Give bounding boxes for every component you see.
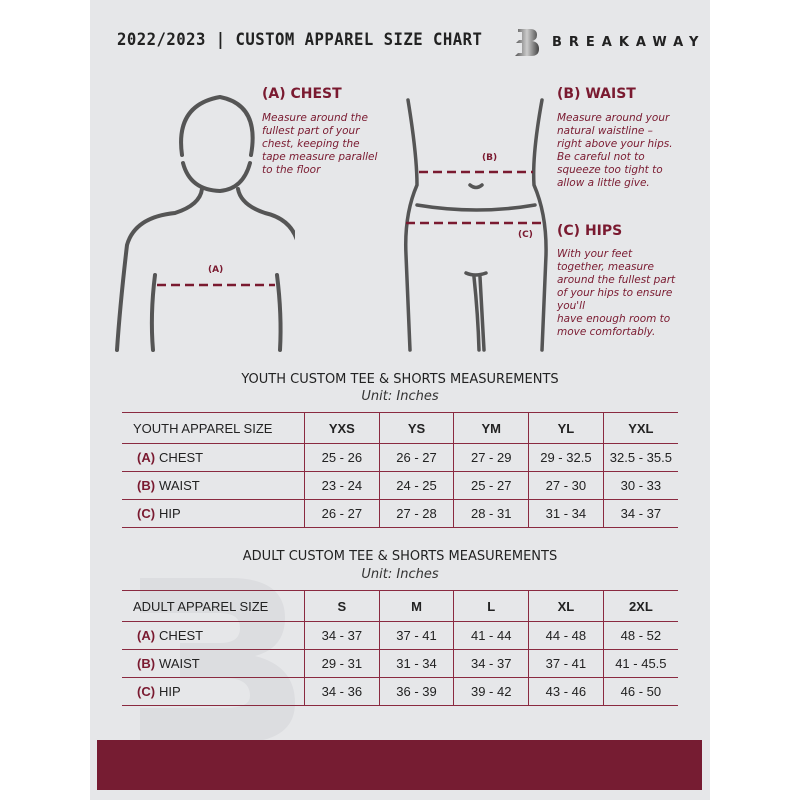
cell: 31 - 34 (528, 499, 604, 528)
cell: 44 - 48 (528, 621, 604, 650)
cell: 26 - 27 (304, 499, 380, 528)
cell: 24 - 25 (378, 471, 454, 500)
size-header: YS (378, 412, 454, 444)
cell: 46 - 50 (602, 677, 678, 706)
row-letter: (A) (137, 628, 156, 643)
cell: 32.5 - 35.5 (602, 443, 678, 472)
hips-marker: (C) (518, 230, 533, 240)
row-letter: (B) (137, 478, 156, 493)
size-header: 2XL (602, 590, 678, 622)
cell: 25 - 27 (453, 471, 529, 500)
size-header: YXL (602, 412, 678, 444)
table-row: (B) WAIST 23 - 24 24 - 25 25 - 27 27 - 30 30 … (122, 471, 678, 500)
row-name: CHEST (159, 628, 204, 643)
adult-unit: Unit: Inches (361, 567, 439, 582)
cell: 48 - 52 (602, 621, 678, 650)
row-name: HIP (159, 684, 181, 699)
size-header: XL (528, 590, 604, 622)
adult-section-title: ADULT CUSTOM TEE & SHORTS MEASUREMENTS (242, 549, 558, 564)
row-label: (B) WAIST (122, 471, 305, 500)
cell: 23 - 24 (304, 471, 380, 500)
row-name: WAIST (159, 478, 200, 493)
cell: 30 - 33 (602, 471, 678, 500)
table-header-row: YOUTH APPAREL SIZE YXS YS YM YL YXL (122, 412, 678, 444)
waist-heading: (B) WAIST (557, 86, 636, 102)
youth-unit: Unit: Inches (361, 389, 439, 404)
adult-size-table: ADULT APPAREL SIZE S M L XL 2XL (A) CHEST… (122, 590, 678, 706)
page-title: 2022/2023 | CUSTOM APPAREL SIZE CHART (117, 30, 483, 50)
row-label: (C) HIP (122, 677, 305, 706)
cell: 41 - 44 (453, 621, 529, 650)
hips-heading: (C) HIPS (557, 223, 623, 239)
cell: 29 - 31 (304, 649, 380, 678)
cell: 41 - 45.5 (602, 649, 678, 678)
youth-section-title: YOUTH CUSTOM TEE & SHORTS MEASUREMENTS (241, 372, 559, 387)
cell: 36 - 39 (378, 677, 454, 706)
row-letter: (A) (137, 450, 156, 465)
cell: 31 - 34 (378, 649, 454, 678)
chest-heading: (A) CHEST (262, 86, 342, 102)
row-letter: (C) (137, 506, 156, 521)
cell: 34 - 37 (453, 649, 529, 678)
row-label: (A) CHEST (122, 443, 305, 472)
brand-b-logo-icon (515, 29, 539, 56)
cell: 27 - 30 (528, 471, 604, 500)
row-label: (B) WAIST (122, 649, 305, 678)
size-header: YL (528, 412, 604, 444)
size-label: YOUTH APPAREL SIZE (122, 412, 305, 444)
chest-marker: (A) (208, 265, 224, 275)
chest-description: Measure around the fullest part of your … (262, 112, 378, 176)
row-name: WAIST (159, 656, 200, 671)
cell: 25 - 26 (304, 443, 380, 472)
brand-logo: BREAKAWAY (512, 26, 705, 58)
size-header: L (453, 590, 529, 622)
row-name: CHEST (159, 450, 204, 465)
cell: 28 - 31 (453, 499, 529, 528)
cell: 43 - 46 (528, 677, 604, 706)
row-letter: (B) (137, 656, 156, 671)
hips-description: With your feet together, measure around … (557, 248, 676, 338)
size-header: S (304, 590, 380, 622)
row-name: HIP (159, 506, 181, 521)
cell: 34 - 37 (304, 621, 380, 650)
cell: 26 - 27 (378, 443, 454, 472)
size-header: YXS (304, 412, 380, 444)
lower-body-figure (403, 98, 548, 352)
size-header: YM (453, 412, 529, 444)
row-label: (C) HIP (122, 499, 305, 528)
table-row: (A) CHEST 34 - 37 37 - 41 41 - 44 44 - 48 48 … (122, 621, 678, 650)
cell: 37 - 41 (528, 649, 604, 678)
footer-band (97, 740, 702, 790)
youth-size-table: YOUTH APPAREL SIZE YXS YS YM YL YXL (A) C… (122, 412, 678, 528)
cell: 37 - 41 (378, 621, 454, 650)
brand-name: BREAKAWAY (552, 34, 706, 50)
waist-description: Measure around your natural waistline – … (557, 112, 673, 189)
cell: 27 - 29 (453, 443, 529, 472)
size-header: M (378, 590, 454, 622)
row-letter: (C) (137, 684, 156, 699)
upper-body-figure (115, 94, 295, 352)
table-row: (B) WAIST 29 - 31 31 - 34 34 - 37 37 - 41 41 … (122, 649, 678, 678)
table-row: (A) CHEST 25 - 26 26 - 27 27 - 29 29 - 32.5 3… (122, 443, 678, 472)
table-row: (C) HIP 34 - 36 36 - 39 39 - 42 43 - 46 46 - … (122, 677, 678, 706)
cell: 29 - 32.5 (528, 443, 604, 472)
table-row: (C) HIP 26 - 27 27 - 28 28 - 31 31 - 34 34 - … (122, 499, 678, 528)
table-header-row: ADULT APPAREL SIZE S M L XL 2XL (122, 590, 678, 622)
cell: 34 - 37 (602, 499, 678, 528)
cell: 39 - 42 (453, 677, 529, 706)
waist-marker: (B) (482, 153, 498, 163)
cell: 27 - 28 (378, 499, 454, 528)
size-label: ADULT APPAREL SIZE (122, 590, 305, 622)
cell: 34 - 36 (304, 677, 380, 706)
row-label: (A) CHEST (122, 621, 305, 650)
